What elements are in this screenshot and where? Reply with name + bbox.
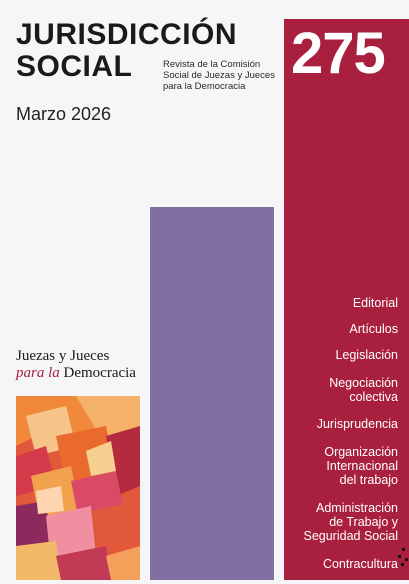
toc-item-editorial[interactable]: Editorial [352, 296, 398, 310]
toc-item-administracion[interactable]: Administración de Trabajo y Seguridad Soci… [303, 501, 398, 543]
title-line-1: JURISDICCIÓN [16, 18, 238, 51]
publisher-line-2: para la Democracia [16, 365, 156, 382]
table-of-contents: Editorial Artículos Legislación Negociac… [280, 296, 398, 584]
publisher-line-1: Juezas y Jueces [16, 348, 110, 364]
issue-date: Marzo 2026 [16, 104, 112, 124]
title-line-2: SOCIAL [16, 50, 133, 83]
toc-item-negociacion[interactable]: Negociación colectiva [329, 376, 398, 404]
magazine-title: JURISDICCIÓN SOCIAL [16, 20, 237, 82]
purple-bar [150, 207, 274, 580]
magazine-subtitle: Revista de la Comisión Social de Juezas … [163, 59, 275, 92]
decorative-dots [398, 548, 408, 566]
toc-item-articulos[interactable]: Artículos [349, 322, 398, 336]
red-sidebar [284, 19, 409, 580]
toc-item-contracultura[interactable]: Contracultura [322, 557, 398, 571]
toc-item-legislacion[interactable]: Legislación [335, 348, 398, 362]
toc-item-oit[interactable]: Organización Internacional del trabajo [324, 445, 398, 487]
cover-painting [16, 396, 140, 580]
issue-number: 275 [291, 21, 386, 86]
publisher-para-la: para la [16, 365, 60, 381]
publisher-democracia: Democracia [63, 365, 136, 381]
publisher-logo: Juezas y Jueces para la Democracia [16, 348, 156, 382]
toc-item-jurisprudencia[interactable]: Jurisprudencia [316, 417, 398, 431]
